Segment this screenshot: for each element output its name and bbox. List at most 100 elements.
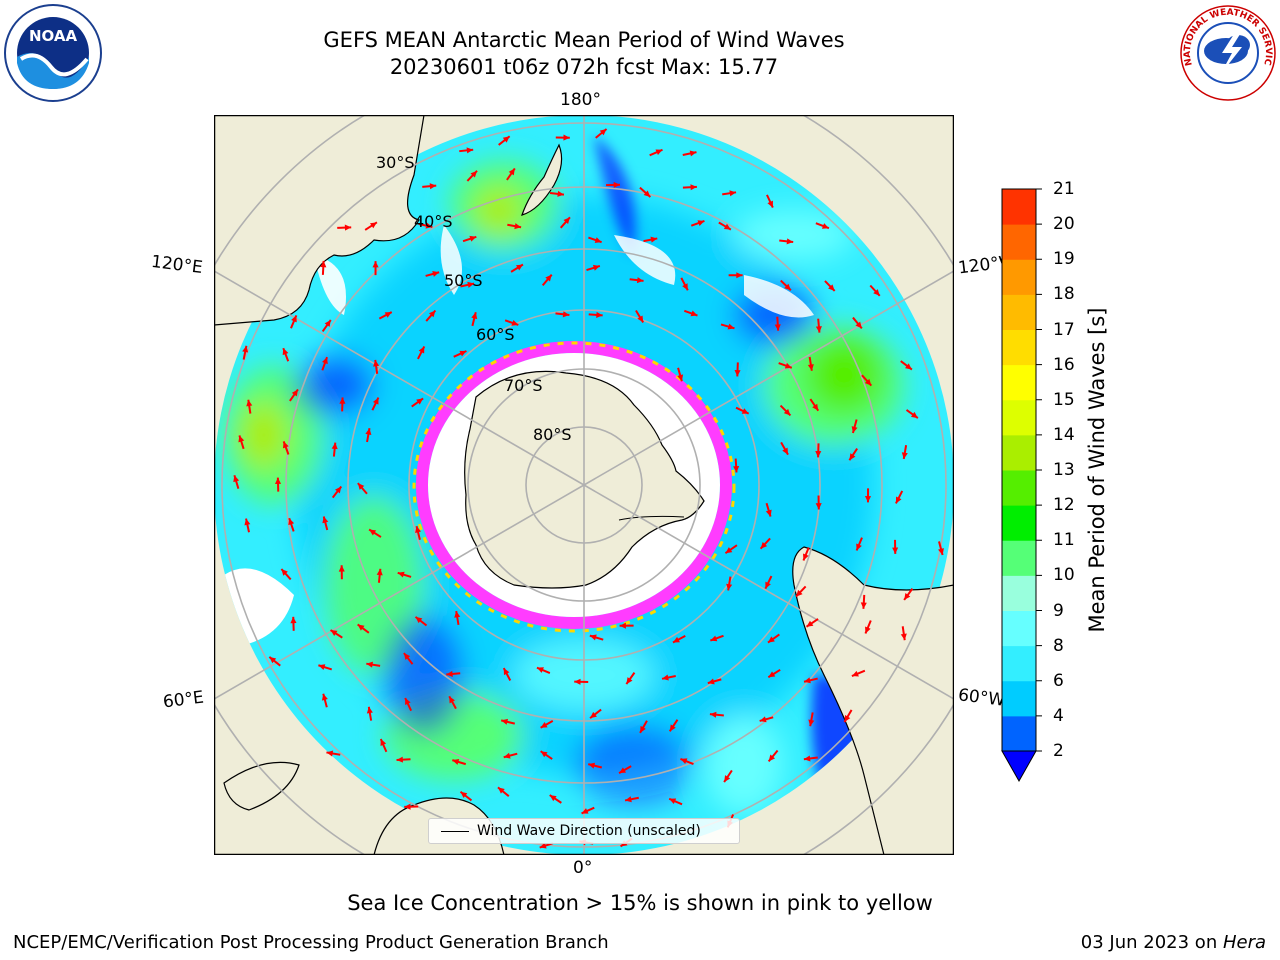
wind-wave-arrowhead: [502, 136, 510, 143]
colorbar-tick-label: 10: [1053, 565, 1075, 586]
wind-wave-arrowhead: [339, 397, 346, 404]
wind-wave-arrowhead: [369, 222, 377, 229]
wind-wave-arrowhead: [709, 711, 717, 718]
wind-wave-arrowhead: [446, 670, 453, 677]
wind-wave-arrowhead: [369, 529, 377, 536]
wind-wave-arrowhead: [274, 477, 282, 485]
wind-wave-arrowhead: [873, 289, 880, 296]
wind-wave-arrowhead: [357, 483, 365, 490]
wind-wave-arrowhead: [238, 435, 245, 443]
forecast-subtitle: 20230601 t06z 072h fcst Max: 15.77: [389, 55, 779, 79]
wind-wave-arrowhead: [331, 442, 338, 450]
colorbar-tick-label: 9: [1053, 600, 1064, 621]
wind-wave-arrowhead: [900, 633, 907, 641]
wind-wave-arrowhead: [821, 223, 829, 229]
legend-label: Wind Wave Direction (unscaled): [477, 823, 701, 839]
wind-wave-arrowhead: [281, 568, 288, 576]
wind-wave-arrowhead: [503, 752, 511, 759]
wind-wave-arrowhead: [540, 722, 548, 728]
footer-machine: Hera: [1222, 932, 1266, 953]
colorbar-segment: [1002, 399, 1036, 436]
wind-wave-arrowhead: [425, 222, 433, 229]
wind-wave-arrowhead: [365, 428, 372, 435]
wind-wave-arrowhead: [796, 589, 803, 597]
lat-label-50s: 50°S: [444, 271, 483, 290]
wind-wave-arrowhead: [637, 315, 644, 323]
wind-wave-arrowhead: [672, 636, 680, 643]
wind-wave-arrowhead: [282, 348, 289, 356]
lat-label-70s: 70°S: [504, 376, 543, 395]
wind-wave-arrowhead: [895, 496, 902, 504]
colorbar-tick-label: 16: [1053, 354, 1075, 375]
wind-wave-arrowhead: [760, 542, 768, 549]
wind-wave-arrowhead: [596, 311, 603, 318]
wind-wave-arrowhead: [384, 312, 392, 318]
antarctic-peninsula-coast: [618, 515, 685, 521]
wind-wave-arrowhead: [290, 616, 297, 624]
wind-wave-arrowhead: [828, 284, 835, 291]
wind-wave-arrowhead: [396, 756, 403, 763]
wind-wave-arrowhead: [812, 403, 819, 411]
wind-wave-arrowhead: [562, 311, 570, 318]
wind-wave-arrowhead: [619, 622, 626, 629]
wind-wave-arrowhead: [357, 624, 365, 631]
wind-wave-arrowhead: [404, 803, 411, 810]
colorbar-segment: [1002, 259, 1036, 295]
footer-date-text: 03 Jun 2023 on: [1080, 932, 1223, 953]
wind-wave-arrowhead: [844, 715, 851, 722]
wind-wave-arrowhead: [454, 611, 461, 618]
colorbar-label-text: Mean Period of Wind Waves [s]: [1085, 307, 1109, 633]
wind-wave-arrowhead: [282, 441, 289, 449]
lon-label-180: 180°: [560, 90, 601, 110]
wind-wave-arrowhead: [786, 238, 794, 245]
colorbar-segment: [1002, 575, 1036, 611]
wind-wave-arrowhead: [429, 183, 437, 190]
wind-wave-arrowhead: [320, 260, 327, 268]
colorbar-segment: [1002, 329, 1036, 366]
wind-wave-arrowhead: [734, 369, 741, 377]
wind-wave-arrowhead: [467, 281, 475, 288]
wind-wave-arrowhead: [640, 725, 646, 733]
wind-wave-arrowhead: [459, 350, 467, 357]
wind-wave-arrowhead: [741, 408, 749, 414]
sea-ice-caption: Sea Ice Concentration > 15% is shown in …: [347, 891, 933, 915]
wind-wave-arrowhead: [557, 190, 564, 197]
colorbar-segment: [1002, 224, 1036, 260]
wind-wave-arrowhead: [613, 181, 621, 188]
wind-wave-arrowhead: [415, 526, 422, 534]
wind-wave-arrowhead: [233, 475, 240, 483]
wind-wave-arrowhead: [514, 223, 522, 230]
wind-wave-arrowhead: [803, 553, 809, 561]
wind-wave-arrowhead: [397, 571, 405, 578]
wind-wave-arrowhead: [677, 374, 684, 382]
colorbar-tick-label: 14: [1053, 424, 1075, 445]
wind-wave-arrowhead: [545, 274, 552, 282]
wind-wave-arrowhead: [892, 547, 899, 554]
wind-wave-arrowhead: [650, 236, 658, 243]
wind-wave-arrowhead: [864, 378, 872, 386]
wind-wave-arrowhead: [736, 272, 743, 279]
wind-wave-arrowhead: [497, 787, 505, 794]
wind-wave-arrowhead: [855, 321, 862, 329]
wind-wave-arrowhead: [415, 616, 423, 624]
wind-wave-arrowhead: [590, 711, 597, 719]
graticule: [214, 115, 954, 855]
colorbar-segment: [1002, 715, 1036, 752]
colorbar-tick-label: 2: [1053, 741, 1064, 761]
lat-label-60s: 60°S: [476, 325, 515, 344]
wind-wave-arrowhead: [690, 310, 698, 317]
wind-wave-arrowhead: [416, 398, 424, 405]
wind-wave-arrowhead: [689, 150, 697, 157]
wind-wave-arrowhead: [806, 620, 814, 627]
colorbar-extend-triangle: [1001, 750, 1037, 783]
wind-wave-arrowhead: [563, 134, 570, 141]
wind-wave-arrowhead: [759, 716, 767, 723]
wind-wave-arrowhead: [501, 718, 509, 725]
wind-wave-arrowhead: [864, 496, 872, 503]
wind-wave-arrowhead: [288, 518, 295, 526]
colorbar-segment: [1002, 364, 1036, 401]
wind-wave-arrowhead: [784, 362, 792, 369]
wind-wave-arrowhead: [246, 399, 253, 407]
wind-wave-arrowhead: [508, 168, 515, 176]
colorbar-tick-label: 17: [1053, 319, 1075, 340]
